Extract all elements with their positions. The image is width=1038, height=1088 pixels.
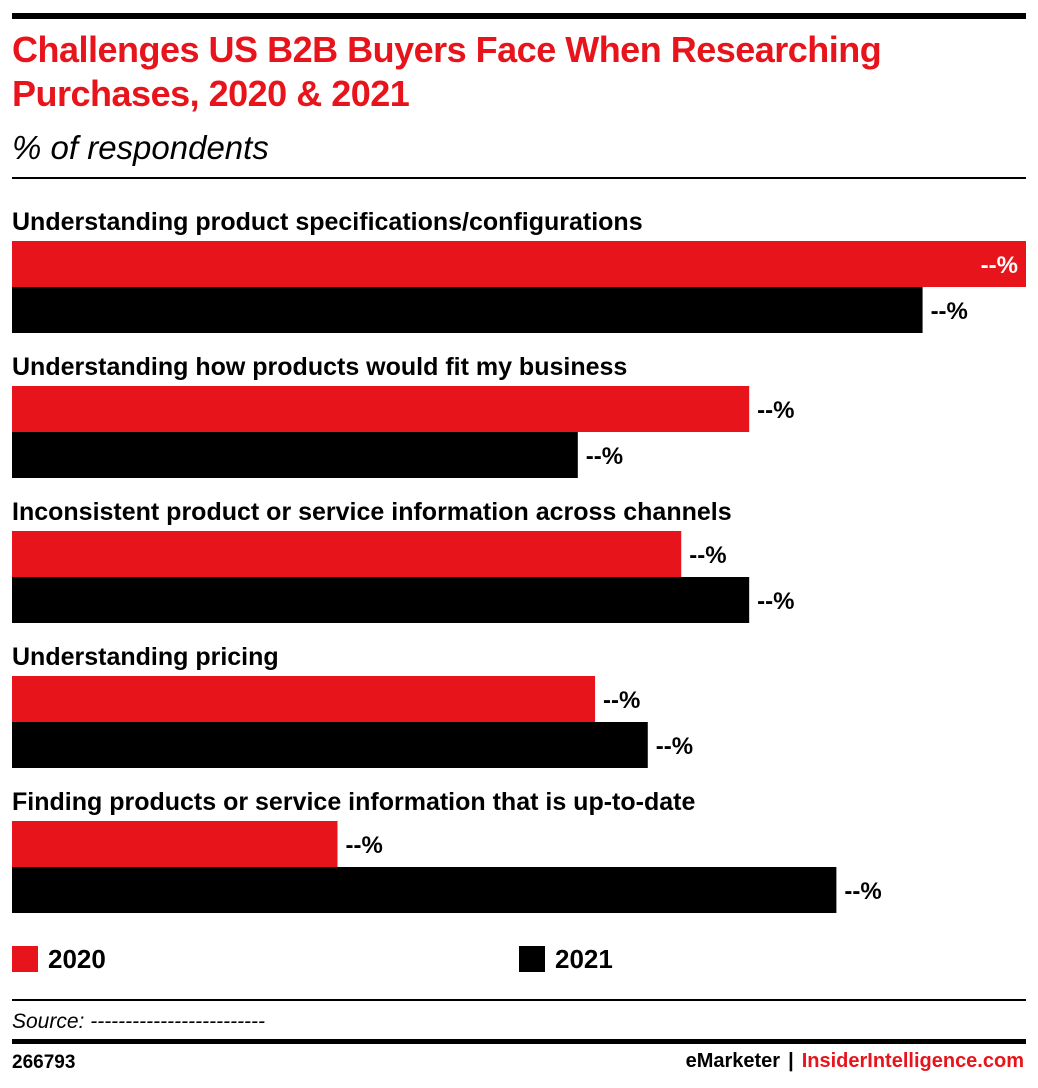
bar-2021	[12, 722, 648, 768]
category-label: Finding products or service information …	[12, 788, 695, 816]
chart-id: 266793	[12, 1052, 76, 1073]
legend-item-2020: 2020	[12, 943, 106, 974]
value-label-2021: --%	[931, 298, 968, 325]
bar-2021	[12, 577, 750, 623]
title-divider	[12, 177, 1026, 179]
category-label: Understanding how products would fit my …	[12, 353, 627, 381]
bar-chart: Understanding product specifications/con…	[12, 208, 1026, 913]
bar-2020	[12, 821, 338, 867]
bar-2021	[12, 432, 578, 478]
chart-subtitle: % of respondents	[12, 129, 269, 166]
top-rule	[12, 13, 1026, 19]
bar-2020	[12, 241, 1026, 287]
value-label-2020: --%	[757, 397, 794, 424]
category-label: Understanding pricing	[12, 643, 279, 671]
bar-2021	[12, 287, 923, 333]
bar-2020	[12, 531, 682, 577]
category-label: Understanding product specifications/con…	[12, 208, 643, 236]
legend-divider	[12, 999, 1026, 1001]
legend-label-2020: 2020	[48, 943, 106, 974]
value-label-2021: --%	[586, 443, 623, 470]
brand-footer: eMarketer | InsiderIntelligence.com	[686, 1050, 1024, 1073]
value-label-2020: --%	[345, 832, 382, 859]
brand-separator: |	[788, 1050, 794, 1072]
bar-2021	[12, 867, 837, 913]
value-label-2020: --%	[689, 542, 726, 569]
legend-swatch-2020	[12, 946, 38, 972]
value-label-2020: --%	[603, 687, 640, 714]
chart-title: Challenges US B2B Buyers Face When Resea…	[12, 29, 882, 114]
value-label-2020: --%	[981, 252, 1018, 279]
legend-swatch-2021	[519, 946, 545, 972]
value-label-2021: --%	[757, 588, 794, 615]
bar-2020	[12, 386, 750, 432]
brand-insider-intelligence: InsiderIntelligence.com	[801, 1050, 1024, 1072]
value-label-2021: --%	[844, 878, 881, 905]
footer-rule	[12, 1039, 1026, 1044]
category-label: Inconsistent product or service informat…	[12, 498, 732, 526]
source-note: Source: -------------------------	[12, 1010, 266, 1033]
legend-item-2021: 2021	[519, 943, 613, 974]
bar-2020	[12, 676, 596, 722]
value-label-2021: --%	[656, 733, 693, 760]
legend-label-2021: 2021	[555, 943, 613, 974]
brand-emarketer: eMarketer	[685, 1050, 781, 1072]
